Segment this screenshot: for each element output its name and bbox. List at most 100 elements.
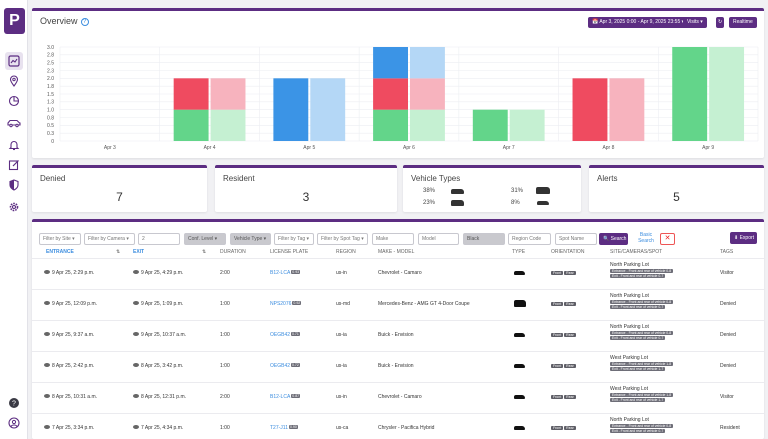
table-row[interactable]: 8 Apr 25, 2:42 p.m. 8 Apr 25, 3:42 p.m. 1:… bbox=[32, 351, 764, 381]
eye-icon[interactable] bbox=[133, 270, 139, 274]
count-input[interactable]: 2 bbox=[138, 233, 180, 245]
resident-label: Resident bbox=[223, 174, 255, 183]
car-icon bbox=[514, 333, 525, 337]
orientation-badge: Front bbox=[551, 426, 564, 430]
visits-table-card: Filter by Site ▾ Filter by Camera ▾ 2 Co… bbox=[32, 219, 764, 439]
license-plate-link[interactable]: NPS2076 bbox=[270, 301, 292, 307]
realtime-button[interactable]: Realtime bbox=[729, 17, 757, 28]
eye-icon[interactable] bbox=[133, 425, 139, 429]
camera-tag: Exit - Front and rear of vehicle 1-7 bbox=[610, 367, 666, 371]
col-entrance-label: ENTRANCE bbox=[46, 249, 74, 255]
site-name: North Parking Lot bbox=[610, 324, 649, 330]
pie-chart-icon[interactable] bbox=[5, 92, 23, 110]
eye-icon[interactable] bbox=[133, 301, 139, 305]
license-plate-link[interactable]: B12-LCA bbox=[270, 270, 291, 276]
car-icon[interactable] bbox=[5, 114, 23, 132]
orientation-badge: Rear bbox=[564, 333, 576, 337]
resident-card[interactable]: Resident 3 bbox=[215, 165, 397, 212]
y-tick-label: 1.3 bbox=[47, 100, 54, 106]
vehicle-type-pct: 38% bbox=[423, 188, 436, 194]
y-tick-label: 0.8 bbox=[47, 115, 54, 121]
gear-icon[interactable] bbox=[5, 198, 23, 216]
eye-icon[interactable] bbox=[44, 363, 50, 367]
plate-score-badge: 0.90 bbox=[288, 425, 298, 429]
spot-tag-filter[interactable]: Filter by Spot Tag ▾ bbox=[317, 233, 368, 245]
exit-cell: 8 Apr 25, 12:31 p.m. bbox=[133, 394, 186, 400]
entrance-text: 8 Apr 25, 10:31 a.m. bbox=[52, 394, 98, 400]
license-plate-link[interactable]: OEGB42 bbox=[270, 332, 291, 338]
region-cell: us-ca bbox=[336, 425, 349, 431]
sort-icon[interactable]: ⇅ bbox=[116, 249, 121, 255]
orientation-cell: Front Rear bbox=[551, 301, 577, 307]
car-icon bbox=[514, 271, 525, 275]
col-exit[interactable]: EXIT bbox=[133, 249, 144, 255]
color-text: Black bbox=[467, 236, 480, 242]
table-row[interactable]: 8 Apr 25, 10:31 a.m. 8 Apr 25, 12:31 p.m.… bbox=[32, 382, 764, 412]
make-input[interactable]: Make bbox=[372, 233, 414, 245]
col-make-model: MAKE - MODEL bbox=[378, 249, 415, 255]
conf-level-select[interactable]: Conf. Level ▾ bbox=[184, 233, 226, 245]
help-icon[interactable]: ? bbox=[80, 18, 89, 26]
bar bbox=[373, 78, 408, 110]
orientation-cell: Front Rear bbox=[551, 332, 577, 338]
license-plate-link[interactable]: OEGB42 bbox=[270, 363, 291, 369]
comparison-bar bbox=[210, 78, 246, 110]
region-input[interactable]: Region Code bbox=[508, 233, 551, 245]
entrance-text: 9 Apr 25, 9:37 a.m. bbox=[52, 332, 95, 338]
duration-cell: 1:00 bbox=[220, 363, 230, 369]
eye-icon[interactable] bbox=[44, 301, 50, 305]
table-row[interactable]: 9 Apr 25, 12:09 p.m. 9 Apr 25, 1:09 p.m. 1… bbox=[32, 289, 764, 319]
license-plate-link[interactable]: T27-J11 bbox=[270, 425, 288, 431]
color-select[interactable]: Black bbox=[463, 233, 505, 245]
vehicle-types-card[interactable]: Vehicle Types 38% 31% 23% 8% bbox=[403, 165, 581, 212]
export-button[interactable]: ⬇ Export bbox=[730, 232, 757, 244]
eye-icon[interactable] bbox=[44, 332, 50, 336]
vehicle-type-select[interactable]: Vehicle Type ▾ bbox=[230, 233, 271, 245]
site-filter[interactable]: Filter by Site ▾ bbox=[39, 233, 81, 245]
table-row[interactable]: 7 Apr 25, 3:34 p.m. 7 Apr 25, 4:34 p.m. 1:… bbox=[32, 413, 764, 439]
col-entrance[interactable]: ENTRANCE bbox=[46, 249, 74, 255]
tag-filter[interactable]: Filter by Tag ▾ bbox=[274, 233, 314, 245]
refresh-button[interactable]: ↻ bbox=[716, 17, 725, 28]
resident-value: 3 bbox=[302, 190, 310, 204]
app-logo[interactable]: P bbox=[4, 8, 25, 34]
edit-icon[interactable] bbox=[5, 156, 23, 174]
license-plate-link[interactable]: B12-LCA bbox=[270, 394, 291, 400]
denied-card[interactable]: Denied 7 bbox=[32, 165, 207, 212]
map-pin-icon[interactable] bbox=[5, 72, 23, 90]
camera-filter[interactable]: Filter by Camera ▾ bbox=[84, 233, 135, 245]
bell-icon[interactable] bbox=[5, 136, 23, 154]
eye-icon[interactable] bbox=[133, 332, 139, 336]
table-row[interactable]: 9 Apr 25, 2:29 p.m. 9 Apr 25, 4:29 p.m. 2:… bbox=[32, 258, 764, 288]
site-cell: North Parking Lot Entrance - Front and re… bbox=[610, 417, 674, 433]
date-range-picker[interactable]: 📅 Apr 3, 2025 0:00 - Apr 9, 2025 23:55 ▾ bbox=[588, 17, 689, 28]
eye-icon[interactable] bbox=[133, 363, 139, 367]
spot-name-input[interactable]: Spot Name bbox=[555, 233, 597, 245]
alerts-card[interactable]: Alerts 5 bbox=[589, 165, 764, 212]
plate-cell: T27-J11 0.90 bbox=[270, 425, 298, 431]
chart-line-icon[interactable] bbox=[5, 52, 23, 70]
bar bbox=[173, 78, 209, 110]
bar bbox=[672, 47, 708, 141]
basic-search-link[interactable]: Basic Search bbox=[638, 232, 654, 244]
search-button[interactable]: 🔍 Search bbox=[599, 233, 628, 245]
comparison-bar bbox=[410, 47, 445, 79]
user-icon[interactable] bbox=[5, 414, 23, 432]
vehicle-type-pct: 31% bbox=[511, 188, 524, 194]
site-cell: North Parking Lot Entrance - Front and re… bbox=[610, 324, 674, 340]
close-icon[interactable]: ✕ bbox=[660, 233, 675, 245]
eye-icon[interactable] bbox=[133, 394, 139, 398]
region-cell: us-ia bbox=[336, 363, 347, 369]
visits-dropdown[interactable]: Visits ▾ bbox=[683, 17, 707, 28]
eye-icon[interactable] bbox=[44, 394, 50, 398]
table-row[interactable]: 9 Apr 25, 9:37 a.m. 9 Apr 25, 10:37 a.m. 1… bbox=[32, 320, 764, 350]
sort-icon[interactable]: ⇅ bbox=[202, 249, 207, 255]
eye-icon[interactable] bbox=[44, 425, 50, 429]
shield-icon[interactable] bbox=[5, 176, 23, 194]
model-input[interactable]: Model bbox=[418, 233, 459, 245]
comparison-bar bbox=[509, 109, 545, 141]
eye-icon[interactable] bbox=[44, 270, 50, 274]
help-icon[interactable]: ? bbox=[5, 394, 23, 412]
col-orientation: ORIENTATION bbox=[551, 249, 585, 255]
exit-text: 9 Apr 25, 1:09 p.m. bbox=[141, 301, 184, 307]
